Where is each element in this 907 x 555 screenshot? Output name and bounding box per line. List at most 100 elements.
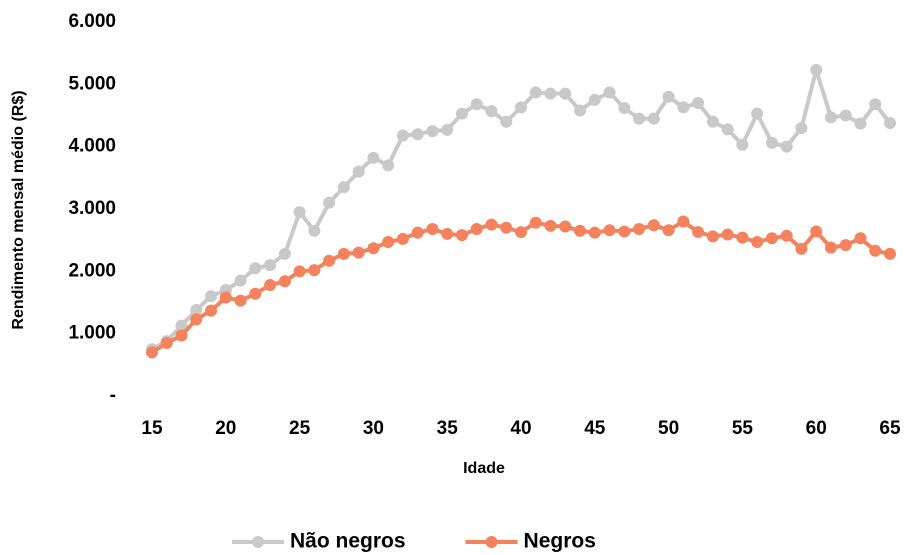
point <box>677 101 690 114</box>
point <box>633 112 646 125</box>
point <box>470 222 483 235</box>
point <box>234 294 247 307</box>
point <box>751 107 764 120</box>
legend-label: Não negros <box>290 530 406 553</box>
point <box>751 236 764 249</box>
x-tick-label: 25 <box>289 418 311 439</box>
point <box>470 98 483 111</box>
x-tick-label: 55 <box>732 418 754 439</box>
point <box>529 86 542 99</box>
point <box>692 226 705 239</box>
point <box>426 125 439 138</box>
point <box>441 227 454 240</box>
y-axis-label: Rendimento mensal médio (R$) <box>10 90 27 329</box>
point <box>219 291 232 304</box>
x-tick-label: 30 <box>363 418 384 439</box>
point <box>352 246 365 259</box>
point <box>574 224 587 237</box>
point <box>574 104 587 117</box>
y-tick-label: - <box>110 385 116 406</box>
point <box>190 313 203 326</box>
point <box>515 101 527 114</box>
x-tick-label: 50 <box>658 418 679 439</box>
point <box>323 254 336 267</box>
y-tick-label: 3.000 <box>68 198 116 219</box>
point <box>278 247 291 260</box>
point <box>293 265 306 278</box>
point <box>205 304 218 317</box>
point <box>175 329 188 342</box>
point <box>765 136 778 149</box>
point <box>485 218 498 231</box>
point <box>515 226 527 239</box>
point <box>869 98 882 111</box>
point <box>559 87 572 100</box>
x-tick-label: 45 <box>584 418 606 439</box>
point <box>411 128 424 141</box>
point <box>411 226 424 239</box>
point <box>205 290 218 303</box>
point <box>264 279 277 292</box>
point <box>337 181 350 194</box>
point <box>839 239 852 252</box>
point <box>544 87 557 100</box>
point <box>367 242 380 255</box>
point <box>249 262 262 275</box>
point <box>884 116 896 129</box>
point <box>426 222 439 235</box>
point <box>884 247 896 260</box>
point <box>839 109 852 122</box>
point <box>810 63 823 76</box>
legend-label: Negros <box>524 530 596 553</box>
point <box>352 165 365 178</box>
point <box>824 241 837 254</box>
point <box>662 224 675 237</box>
x-tick-label: 65 <box>879 418 901 439</box>
point <box>293 206 306 219</box>
point <box>190 303 203 316</box>
point <box>146 346 158 359</box>
point <box>396 232 409 245</box>
point <box>337 247 350 260</box>
point <box>706 115 719 128</box>
point <box>854 232 867 245</box>
point <box>647 219 660 232</box>
point <box>677 215 690 228</box>
point <box>529 216 542 229</box>
point <box>603 86 616 99</box>
point <box>308 264 321 277</box>
point <box>869 244 882 257</box>
point <box>736 231 749 244</box>
x-tick-label: 20 <box>215 418 236 439</box>
point <box>633 222 646 235</box>
point <box>278 275 291 288</box>
legend-marker <box>252 536 264 548</box>
point <box>500 221 513 234</box>
point <box>810 225 823 238</box>
point <box>795 121 808 134</box>
point <box>721 228 734 241</box>
point <box>588 93 601 106</box>
x-tick-label: 60 <box>806 418 827 439</box>
point <box>765 232 778 245</box>
x-tick-label: 15 <box>141 418 163 439</box>
point <box>780 229 793 242</box>
point <box>160 337 173 350</box>
point <box>647 112 660 125</box>
point <box>780 140 793 153</box>
x-axis-label: Idade <box>463 460 505 477</box>
point <box>854 117 867 130</box>
point <box>500 115 513 128</box>
point <box>662 90 675 103</box>
point <box>249 287 262 300</box>
y-tick-label: 4.000 <box>68 136 116 157</box>
x-tick-label: 35 <box>437 418 459 439</box>
point <box>396 129 409 142</box>
point <box>618 102 631 115</box>
point <box>795 242 808 255</box>
point <box>264 259 277 272</box>
y-tick-label: 5.000 <box>68 73 116 94</box>
point <box>692 97 705 110</box>
y-tick-label: 2.000 <box>68 260 116 281</box>
